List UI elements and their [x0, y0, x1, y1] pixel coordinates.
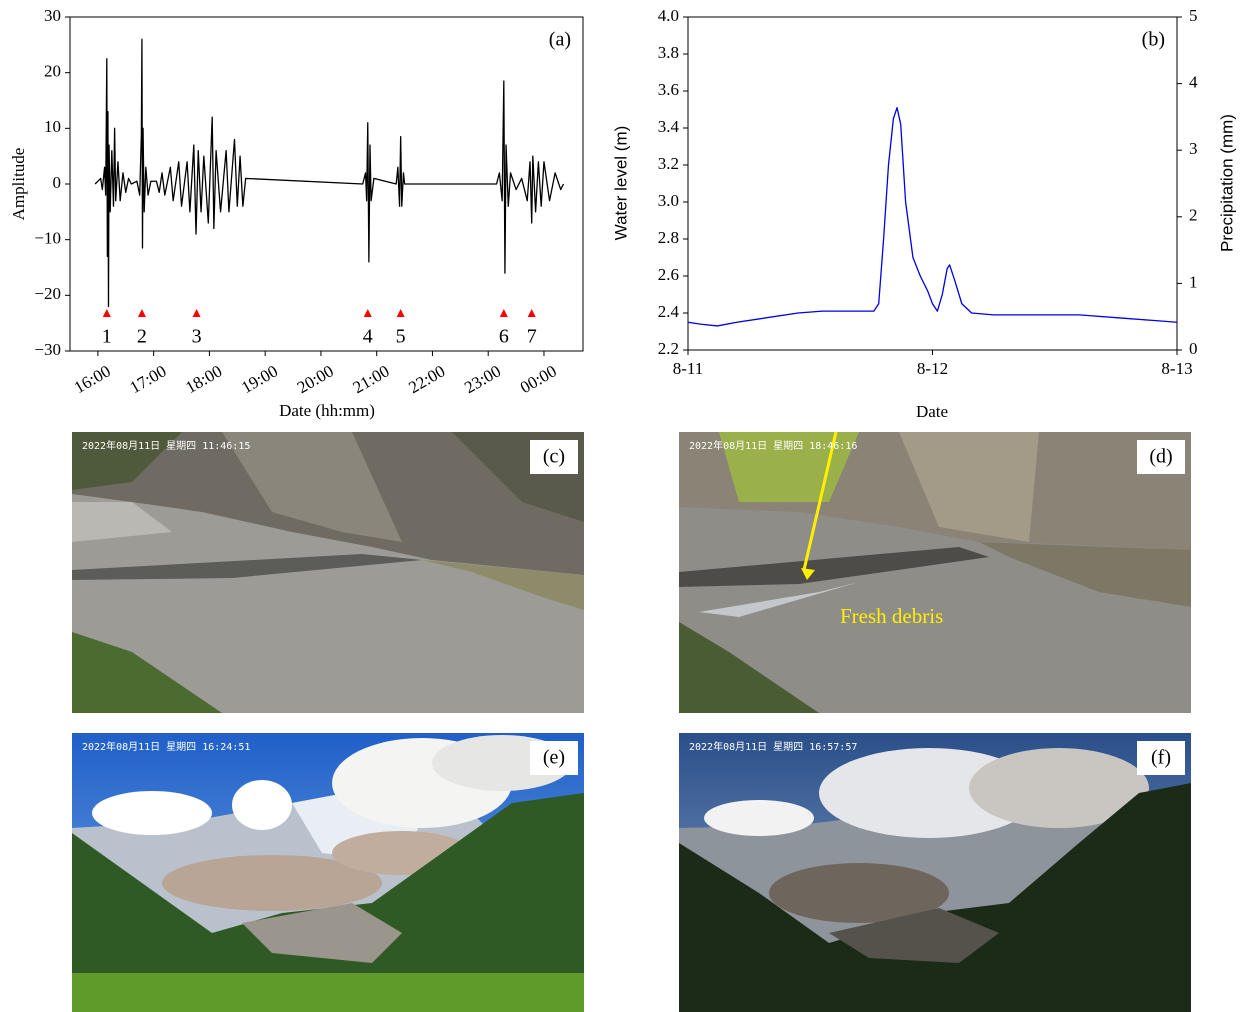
x-tick-label: 21:00: [350, 361, 393, 397]
x-tick-label: 20:00: [294, 361, 337, 397]
plot-frame: [687, 16, 1178, 351]
y-tick-label: 3.2: [658, 154, 679, 173]
y2-tick-label: 0: [1189, 339, 1198, 358]
y-tick-label: −30: [34, 340, 61, 359]
y-tick-label: 0: [53, 173, 62, 192]
y2-tick-label: 3: [1189, 139, 1198, 158]
y-tick-label: 10: [44, 117, 61, 136]
y2-tick-label: 1: [1189, 272, 1198, 291]
arrow-head: [801, 568, 815, 580]
x-tick-label: 8-12: [917, 359, 948, 378]
event-marker: [192, 309, 201, 317]
event-marker: [137, 309, 146, 317]
y-tick-label: −10: [34, 229, 61, 248]
x-tick-label: 17:00: [127, 361, 170, 397]
x-tick-label: 8-11: [673, 359, 704, 378]
photo-f: 2022年08月11日 星期四 16:57:57 (f): [679, 733, 1191, 1012]
photo-timestamp: 2022年08月11日 星期四 16:24:51: [82, 740, 250, 753]
event-label: 7: [527, 326, 537, 348]
y-tick-label: −20: [34, 284, 61, 303]
label-box: [1137, 440, 1185, 474]
y-tick-label: 4.0: [658, 6, 679, 25]
annotation: Fresh debris: [840, 604, 943, 628]
x-tick-label: 23:00: [461, 361, 504, 397]
event-label: 4: [363, 326, 373, 348]
photo-timestamp: 2022年08月11日 星期四 18:46:16: [689, 439, 857, 452]
panel-label: (e): [543, 747, 565, 769]
event-marker: [499, 309, 508, 317]
photo-e: 2022年08月11日 星期四 16:24:51 (e): [72, 733, 584, 1012]
panel-label: (c): [543, 446, 565, 468]
panel-label: (b): [1142, 29, 1165, 51]
photo-d: Fresh debris 2022年08月11日 星期四 18:46:16 (d…: [679, 431, 1191, 713]
event-label: 5: [396, 326, 406, 348]
arrow: [802, 431, 838, 571]
x-tick-label: 19:00: [238, 361, 281, 397]
y2-tick-label: 2: [1189, 206, 1198, 225]
panel-label: (a): [549, 29, 571, 51]
event-marker: [396, 309, 405, 317]
y-tick-label: 3.8: [658, 43, 679, 62]
y-tick-label: 30: [44, 6, 61, 25]
x-axis-label: Date (hh:mm): [279, 401, 375, 420]
panel-label: (f): [1151, 747, 1171, 769]
y-tick-label: 2.8: [658, 228, 679, 247]
y-tick-label: 2.6: [658, 265, 679, 284]
x-tick-label: 22:00: [405, 361, 448, 397]
event-label: 6: [499, 326, 509, 348]
y-tick-label: 2.4: [658, 302, 680, 321]
y-tick-label: 2.2: [658, 339, 679, 358]
photo-c: 2022年08月11日 星期四 11:46:15 (c): [72, 432, 584, 713]
panel-label: (d): [1149, 446, 1172, 468]
photo-timestamp: 2022年08月11日 星期四 11:46:15: [82, 439, 250, 452]
y2-tick-label: 4: [1189, 73, 1198, 92]
x-axis-label: Date: [916, 402, 948, 421]
event-label: 3: [192, 326, 202, 348]
data-line: [94, 38, 565, 308]
y2-tick-label: 5: [1189, 6, 1198, 25]
y-tick-label: 3.6: [658, 80, 679, 99]
y-axis-label: Water level (m): [611, 126, 630, 241]
y-tick-label: 3.0: [658, 191, 679, 210]
x-tick-label: 18:00: [182, 361, 225, 397]
label-box: [1137, 741, 1185, 775]
event-marker: [102, 309, 111, 317]
event-label: 1: [102, 326, 112, 348]
event-label: 2: [137, 326, 147, 348]
x-tick-label: 8-13: [1161, 359, 1192, 378]
y-tick-label: 20: [44, 62, 61, 81]
label-box: [530, 741, 578, 775]
y-axis-label: Amplitude: [9, 148, 28, 221]
label-box: [530, 440, 578, 474]
data-line: [687, 107, 1178, 327]
y-tick-label: 3.4: [658, 117, 680, 136]
photo-timestamp: 2022年08月11日 星期四 16:57:57: [689, 740, 857, 753]
event-marker: [527, 309, 536, 317]
x-tick-label: 00:00: [517, 361, 560, 397]
event-marker: [363, 309, 372, 317]
x-tick-label: 16:00: [71, 361, 114, 397]
y2-axis-label: Precipitation (mm): [1217, 114, 1236, 252]
